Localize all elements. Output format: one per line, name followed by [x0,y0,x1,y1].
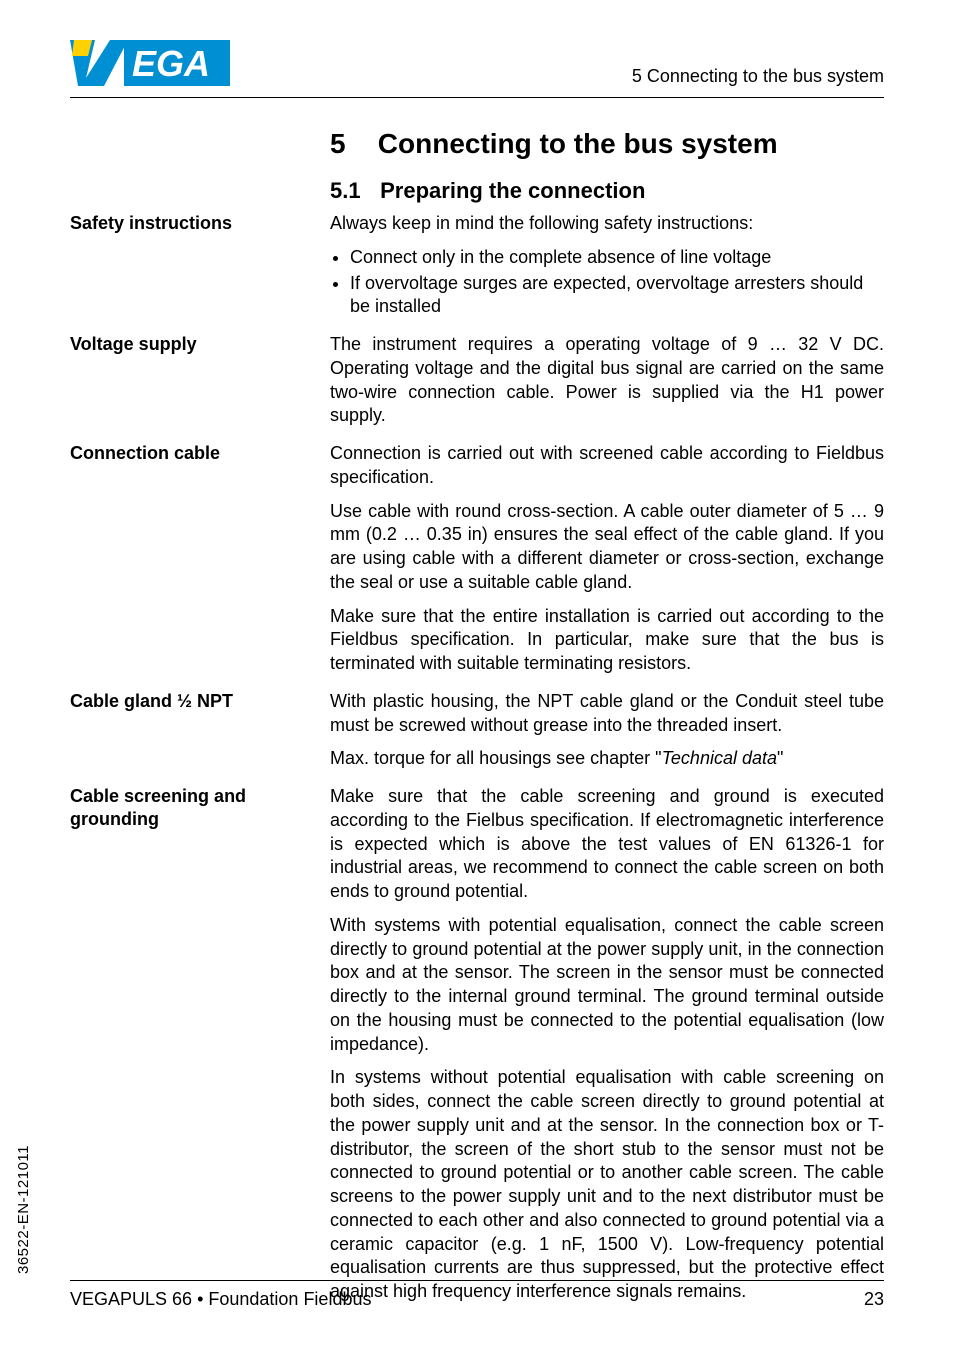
section-number: 5.1 [330,178,374,204]
chapter-heading: 5 Connecting to the bus system [330,128,884,160]
section-safety: Safety instructions Always keep in mind … [330,212,884,319]
gland-p2b: " [777,748,783,768]
chapter-number: 5 [330,128,370,160]
conn-cable-p3: Make sure that the entire installation i… [330,605,884,676]
section-screening: Cable screening and grounding Make sure … [330,785,884,1304]
screening-p3: In systems without potential equalisatio… [330,1066,884,1304]
svg-text:EGA: EGA [132,43,210,84]
page-footer: VEGAPULS 66 • Foundation Fieldbus 23 [70,1280,884,1310]
header-chapter-reference: 5 Connecting to the bus system [632,66,884,91]
side-label-screening: Cable screening and grounding [70,785,310,830]
side-label-voltage: Voltage supply [70,333,310,356]
section-title: Preparing the connection [380,178,645,203]
section-heading: 5.1 Preparing the connection [330,178,884,204]
section-voltage: Voltage supply The instrument requires a… [330,333,884,428]
screening-p1: Make sure that the cable screening and g… [330,785,884,904]
chapter-title: Connecting to the bus system [378,128,778,159]
screening-p2: With systems with potential equalisation… [330,914,884,1057]
safety-bullets: Connect only in the complete absence of … [330,246,884,319]
voltage-p1: The instrument requires a operating volt… [330,333,884,428]
content-column: 5 Connecting to the bus system 5.1 Prepa… [330,128,884,1304]
side-label-connection-cable: Connection cable [70,442,310,465]
page: EGA 5 Connecting to the bus system 5 Con… [0,0,954,1354]
safety-p1: Always keep in mind the following safety… [330,212,884,236]
safety-bullet-2: If overvoltage surges are expected, over… [350,272,884,320]
side-label-safety: Safety instructions [70,212,310,235]
gland-p2-italic: Technical data [662,748,777,768]
conn-cable-p2: Use cable with round cross-section. A ca… [330,500,884,595]
footer-page-number: 23 [864,1289,884,1310]
safety-bullet-1: Connect only in the complete absence of … [350,246,884,270]
vega-logo: EGA [70,40,230,91]
document-code-vertical: 36522-EN-121011 [15,1145,32,1274]
header-row: EGA 5 Connecting to the bus system [70,40,884,91]
gland-p2: Max. torque for all housings see chapter… [330,747,884,771]
conn-cable-p1: Connection is carried out with screened … [330,442,884,490]
gland-p1: With plastic housing, the NPT cable glan… [330,690,884,738]
section-connection-cable: Connection cable Connection is carried o… [330,442,884,676]
header-rule [70,97,884,98]
footer-left: VEGAPULS 66 • Foundation Fieldbus [70,1289,371,1310]
gland-p2a: Max. torque for all housings see chapter… [330,748,662,768]
side-label-cable-gland: Cable gland ½ NPT [70,690,310,713]
section-cable-gland: Cable gland ½ NPT With plastic housing, … [330,690,884,771]
